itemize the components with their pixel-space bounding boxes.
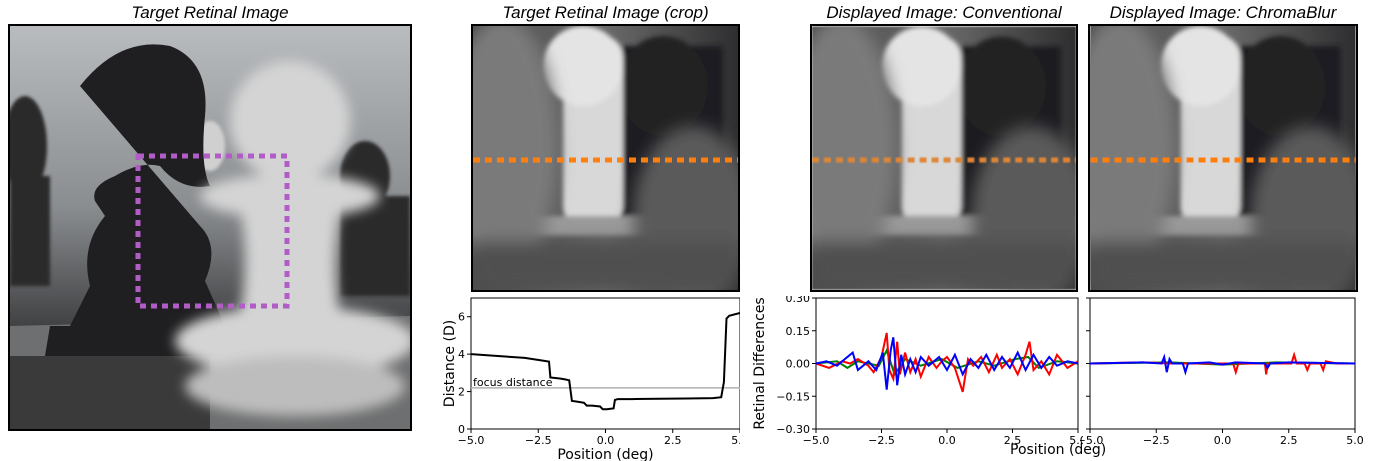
pawn-piece xyxy=(175,61,410,416)
x-tick-label: 0.0 xyxy=(1214,434,1232,447)
y-tick-label: 0 xyxy=(458,423,465,436)
chess-scene-conventional xyxy=(812,26,1076,290)
shared-xlabel: Position (deg) xyxy=(1010,442,1107,458)
y-axis-label: Distance (D) xyxy=(442,320,458,407)
chess-scene-chromablur xyxy=(1090,26,1356,290)
crop-box xyxy=(135,153,290,309)
y-tick-label: 4 xyxy=(458,348,465,361)
chess-scene-full xyxy=(10,26,410,429)
board-dark xyxy=(10,356,210,429)
background-pieces xyxy=(10,96,410,296)
target-retinal-image xyxy=(8,24,412,431)
x-tick-label: −5.0 xyxy=(458,434,485,447)
retinal-differences-chromablur-chart: −5.0 −2.5 0.0 2.5 5.0 xyxy=(1080,297,1364,447)
title-conventional: Displayed Image: Conventional xyxy=(826,3,1062,22)
target-crop-image xyxy=(471,24,740,292)
chromablur-image xyxy=(1088,24,1358,292)
x-tick-label: −5.0 xyxy=(803,434,830,447)
x-tick-label: −2.5 xyxy=(868,434,895,447)
chess-scene-crop xyxy=(473,26,738,290)
red-series-line xyxy=(1089,351,1355,376)
y-tick-label: 6 xyxy=(458,311,465,324)
x-tick-label: 2.5 xyxy=(1004,434,1022,447)
blue-series-line xyxy=(815,337,1079,390)
x-axis-label: Position (deg) xyxy=(557,447,653,461)
focus-distance-label: focus distance xyxy=(473,376,553,389)
x-tick-label: −2.5 xyxy=(525,434,552,447)
x-tick-label: −2.5 xyxy=(1143,434,1170,447)
distance-series-line xyxy=(470,312,740,411)
y-tick-label: −0.30 xyxy=(776,423,810,436)
x-tick-label: 5.0 xyxy=(1069,434,1083,447)
y-tick-label: 0.30 xyxy=(786,296,811,305)
x-tick-label: 2.5 xyxy=(1280,434,1298,447)
x-tick-label: 2.5 xyxy=(664,434,682,447)
conventional-image xyxy=(810,24,1078,292)
title-target-crop: Target Retinal Image (crop) xyxy=(502,3,709,22)
y-tick-label: 2 xyxy=(458,386,465,399)
x-tick-label: −5.0 xyxy=(1080,434,1103,447)
x-tick-label: 0.0 xyxy=(597,434,615,447)
y-tick-label: −0.15 xyxy=(776,390,810,403)
title-chromablur: Displayed Image: ChromaBlur xyxy=(1109,3,1337,22)
x-tick-label: 0.0 xyxy=(938,434,956,447)
y-tick-label: 0.00 xyxy=(786,358,811,371)
x-tick-label: 5.0 xyxy=(1346,434,1364,447)
y-axis-label: Retinal Differences xyxy=(752,297,768,429)
blue-series-line xyxy=(1089,353,1356,376)
x-tick-label: 5.0 xyxy=(731,434,740,447)
distance-chart: −5.0 −2.5 0.0 2.5 5.0 0 2 4 6 Position (deg) Dista… xyxy=(442,297,740,461)
retinal-differences-conventional-chart: −5.0 −2.5 0.0 2.5 5.0 −0.30 −0.15 0.00 0.15 0.30 R… xyxy=(752,296,1083,447)
y-tick-label: 0.15 xyxy=(786,325,811,338)
title-target-retinal-image: Target Retinal Image xyxy=(131,3,289,22)
